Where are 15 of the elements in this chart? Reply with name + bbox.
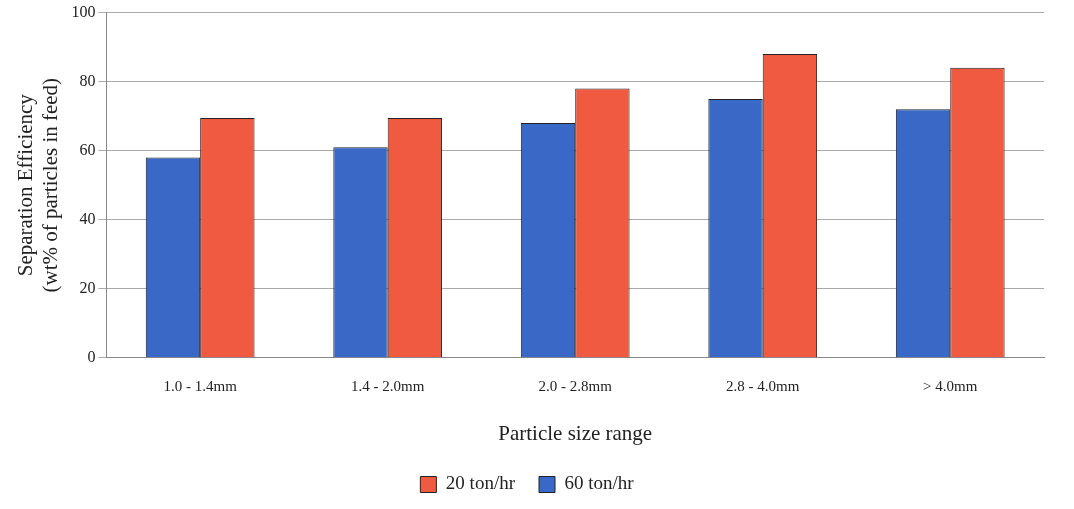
y-tick-label: 40 (79, 209, 96, 227)
y-tick-label: 20 (79, 278, 96, 296)
x-axis-title: Particle size range (498, 420, 653, 445)
legend-label: 20 ton/hr (445, 472, 516, 494)
y-tick-label: 0 (87, 348, 96, 365)
y-axis-title: Separation Efficiency (wt% of particles in feed) (13, 77, 63, 293)
y-tick-label: 100 (71, 2, 96, 20)
x-tick-label: 2.8 - 4.0mm (726, 377, 800, 394)
legend-label: 60 ton/hr (564, 472, 635, 494)
y-tick-label: 60 (79, 140, 96, 158)
x-tick-label: 1.0 - 1.4mm (163, 377, 238, 394)
x-tick-label: 1.4 - 2.0mm (351, 377, 425, 394)
x-tick-label: 2.0 - 2.8mm (538, 377, 613, 394)
x-tick-label: > 4.0mm (923, 377, 978, 394)
y-tick-label: 80 (79, 71, 96, 89)
